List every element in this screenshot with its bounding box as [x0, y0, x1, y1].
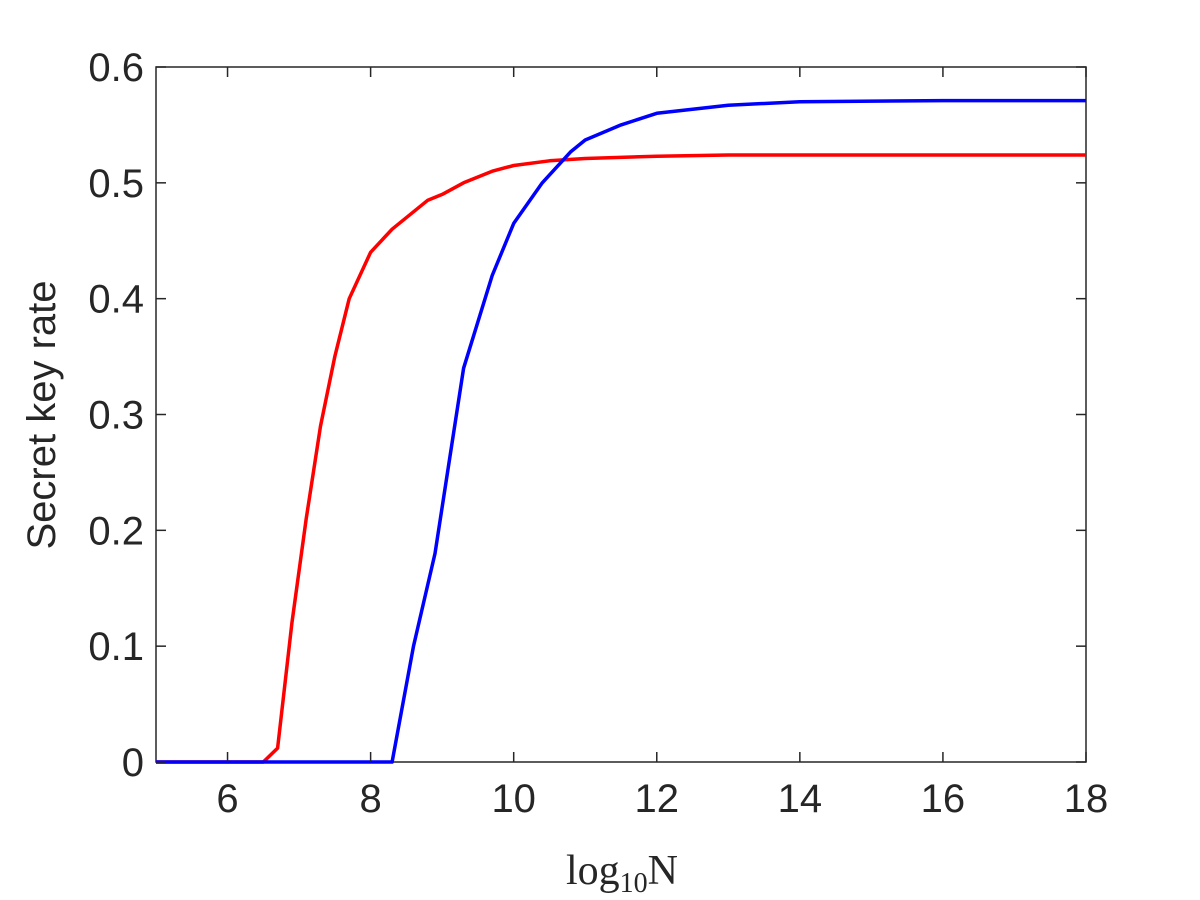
plot-area [155, 66, 1087, 764]
x-axis-label: log10N [566, 848, 678, 899]
x-tick-label: 10 [491, 777, 536, 821]
y-tick-label: 0.6 [88, 46, 144, 90]
x-tick-label: 12 [635, 777, 680, 821]
series-line-2 [156, 98, 1086, 764]
y-tick-label: 0 [122, 741, 144, 785]
x-tick-label: 14 [778, 777, 823, 821]
x-tick-label: 16 [921, 777, 966, 821]
x-ticks: 6 8 10 12 14 16 18 [216, 67, 1108, 821]
x-tick-label: 8 [359, 777, 381, 821]
y-tick-label: 0.4 [88, 278, 144, 322]
x-axis-label-subscript: 10 [620, 868, 648, 899]
x-tick-label: 6 [216, 777, 238, 821]
series-line-1 [156, 153, 1086, 764]
y-ticks: 0 0.1 0.2 0.3 0.4 0.5 0.6 [88, 46, 1086, 785]
y-axis-label: Secret key rate [20, 280, 64, 549]
y-tick-label: 0.5 [88, 162, 144, 206]
y-tick-label: 0.3 [88, 394, 144, 438]
axes-box [155, 66, 1087, 763]
y-tick-label: 0.1 [88, 625, 144, 669]
x-axis-label-base: log [566, 848, 620, 894]
y-tick-label: 0.2 [88, 509, 144, 553]
x-tick-label: 18 [1064, 777, 1109, 821]
x-axis-label-suffix: N [648, 848, 678, 894]
